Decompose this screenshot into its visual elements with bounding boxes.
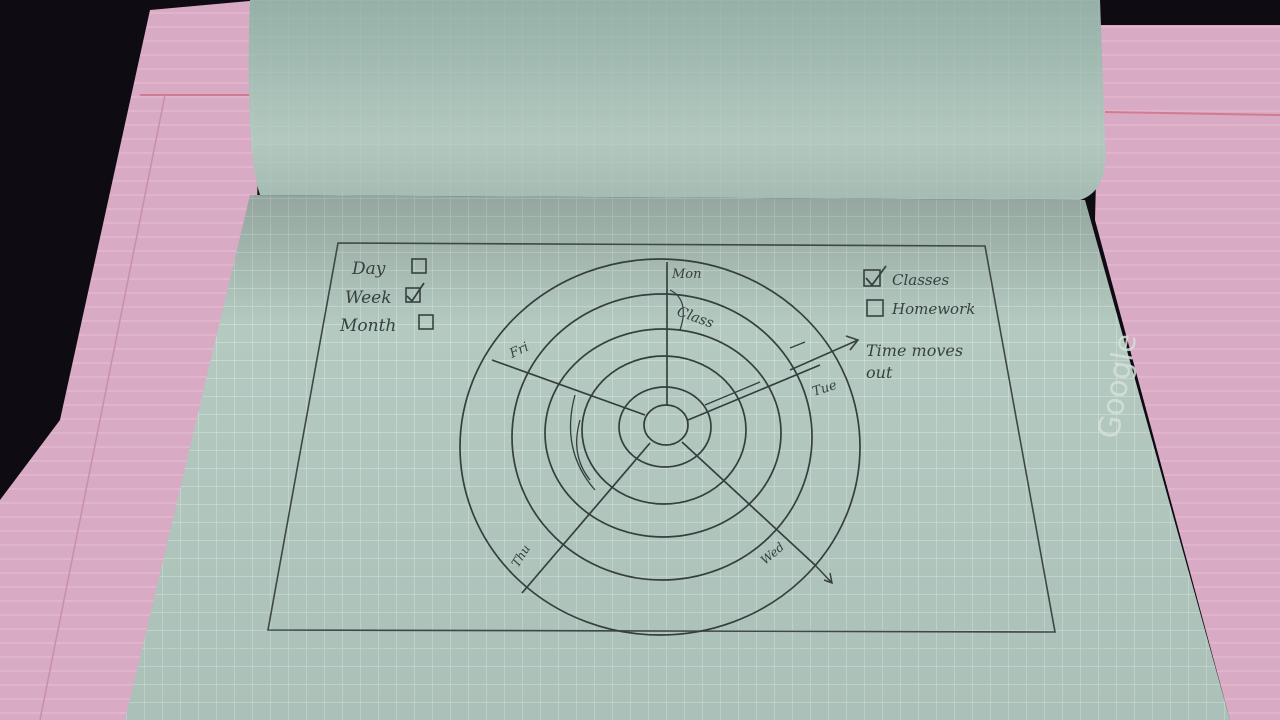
view-option-week[interactable]: Week bbox=[345, 282, 425, 308]
time-note-line2: out bbox=[866, 363, 893, 382]
spoke-thu bbox=[521, 442, 651, 594]
ring-outer bbox=[459, 258, 861, 636]
arrow-icon bbox=[814, 564, 834, 585]
radial-week-chart bbox=[459, 258, 861, 636]
ring-3 bbox=[581, 355, 747, 505]
filter-option-list: Classes Homework bbox=[863, 265, 975, 318]
arrow-icon bbox=[789, 335, 860, 371]
spoke-tue bbox=[687, 364, 821, 421]
day-label-tue: Tue bbox=[811, 378, 839, 400]
filter-option-classes-label: Classes bbox=[892, 271, 949, 289]
filter-option-homework[interactable]: Homework bbox=[866, 299, 975, 318]
view-option-day-label: Day bbox=[351, 259, 386, 279]
spoke-wed bbox=[681, 441, 816, 566]
ring-4 bbox=[544, 328, 782, 538]
view-option-week-checkbox[interactable] bbox=[405, 287, 421, 303]
view-option-day-checkbox[interactable] bbox=[411, 258, 427, 274]
view-option-month-checkbox[interactable] bbox=[418, 314, 434, 330]
view-option-week-label: Week bbox=[345, 288, 392, 308]
class-highlight bbox=[669, 289, 684, 331]
time-note-line1: Time moves bbox=[866, 341, 963, 360]
time-note: Time moves out bbox=[789, 335, 963, 382]
spoke-fri bbox=[491, 359, 646, 416]
day-label-mon: Mon bbox=[671, 267, 702, 282]
tue-marker-scribble bbox=[704, 341, 806, 406]
filter-option-homework-checkbox[interactable] bbox=[866, 299, 884, 317]
ring-2 bbox=[618, 386, 712, 468]
filter-option-homework-label: Homework bbox=[891, 300, 975, 318]
filter-option-classes[interactable]: Classes bbox=[863, 265, 949, 289]
pink-notebook-right bbox=[1095, 25, 1280, 720]
ring-5 bbox=[511, 293, 813, 581]
check-mark-icon bbox=[406, 282, 425, 303]
thu-segment-scribble bbox=[569, 394, 596, 491]
check-mark-icon bbox=[865, 265, 887, 287]
view-option-list: Day Week Month bbox=[339, 258, 434, 336]
view-option-month-label: Month bbox=[339, 316, 396, 336]
ring-center bbox=[643, 404, 689, 446]
view-option-day[interactable]: Day bbox=[351, 258, 427, 279]
sketch-frame bbox=[267, 242, 1056, 633]
view-option-month[interactable]: Month bbox=[339, 314, 434, 336]
